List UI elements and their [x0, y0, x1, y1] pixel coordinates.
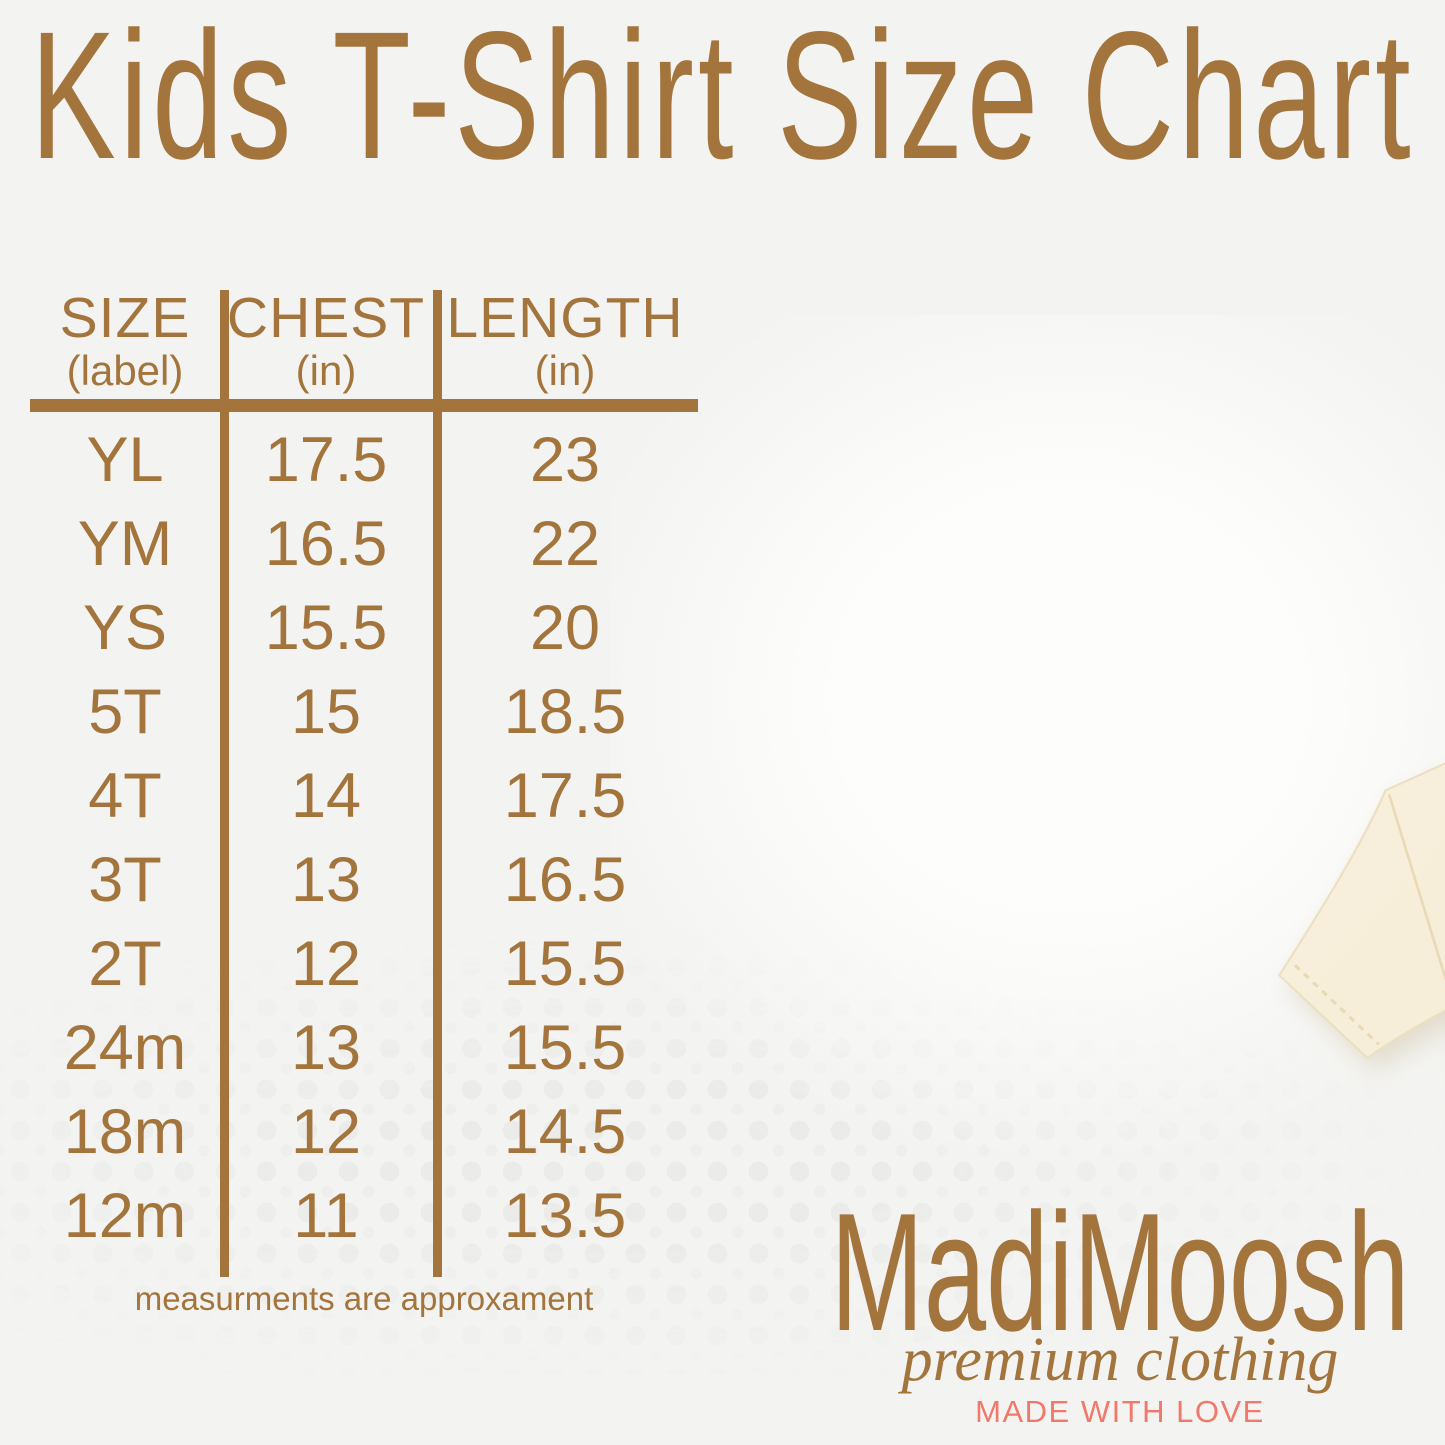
left-sleeve-seam: [1387, 793, 1445, 1003]
table-column-divider-2: [433, 290, 442, 1277]
length-cell: 18.5: [503, 677, 627, 747]
page-title: Kids T-Shirt Size Chart: [30, 0, 1415, 198]
table-column-divider-1: [220, 290, 229, 1277]
t-shirt-body: [1277, 716, 1445, 1373]
chest-cell: 16.5: [264, 509, 388, 579]
header-size-label: SIZE: [59, 286, 191, 350]
chest-cell: 17.5: [264, 425, 388, 495]
size-cell: 18m: [63, 1097, 187, 1167]
header-length-label: LENGTH: [446, 286, 684, 350]
header-length: LENGTH (in): [432, 288, 698, 394]
header-length-unit: (in): [534, 347, 596, 394]
length-cell: 16.5: [503, 845, 627, 915]
t-shirt-graphic: [1277, 716, 1445, 1373]
chest-cell: 11: [293, 1181, 359, 1251]
chest-cell: 13: [290, 1013, 362, 1083]
length-cell: 13.5: [503, 1181, 627, 1251]
length-cell: 15.5: [503, 1013, 627, 1083]
brand-name: MadiMoosh: [830, 1178, 1410, 1366]
size-cell: 2T: [88, 929, 162, 999]
size-cell: YS: [82, 593, 168, 663]
length-cell: 14.5: [503, 1097, 627, 1167]
size-cell: 5T: [88, 677, 162, 747]
length-cell: 20: [529, 593, 601, 663]
brand-block: MadiMoosh premium clothing MADE WITH LOV…: [810, 1178, 1430, 1445]
size-cell: YM: [77, 509, 173, 579]
header-chest: CHEST (in): [220, 288, 432, 394]
chest-cell: 13: [290, 845, 362, 915]
length-cell: 23: [529, 425, 601, 495]
chest-cell: 12: [290, 1097, 362, 1167]
header-chest-unit: (in): [295, 347, 357, 394]
table-header-divider: [30, 399, 698, 412]
table-header-row: SIZE (label) CHEST (in) LENGTH (in): [30, 288, 698, 394]
chest-cell: 12: [290, 929, 362, 999]
table-body: YL 17.5 23 YM 16.5 22 YS 15.5 20 5T 15 1…: [30, 418, 698, 1258]
brand-tagline: premium clothing: [901, 1326, 1339, 1394]
size-table: SIZE (label) CHEST (in) LENGTH (in) YL 1…: [30, 288, 698, 1317]
size-cell: 12m: [63, 1181, 187, 1251]
length-cell: 17.5: [503, 761, 627, 831]
chest-cell: 15.5: [264, 593, 388, 663]
header-size-unit: (label): [66, 347, 184, 394]
photo-backdrop: [610, 315, 1445, 1373]
length-cell: 22: [529, 509, 601, 579]
t-shirt-photo: [1199, 625, 1445, 1445]
header-size: SIZE (label): [30, 288, 220, 394]
size-cell: YL: [86, 425, 164, 495]
chest-cell: 15: [290, 677, 362, 747]
length-cell: 15.5: [503, 929, 627, 999]
chest-cell: 14: [290, 761, 362, 831]
measurement-disclaimer: measurments are approxament: [134, 1280, 594, 1317]
size-cell: 3T: [88, 845, 162, 915]
header-chest-label: CHEST: [226, 286, 426, 350]
size-cell: 4T: [88, 761, 162, 831]
size-cell: 24m: [63, 1013, 187, 1083]
brand-motto: MADE WITH LOVE: [975, 1394, 1265, 1429]
